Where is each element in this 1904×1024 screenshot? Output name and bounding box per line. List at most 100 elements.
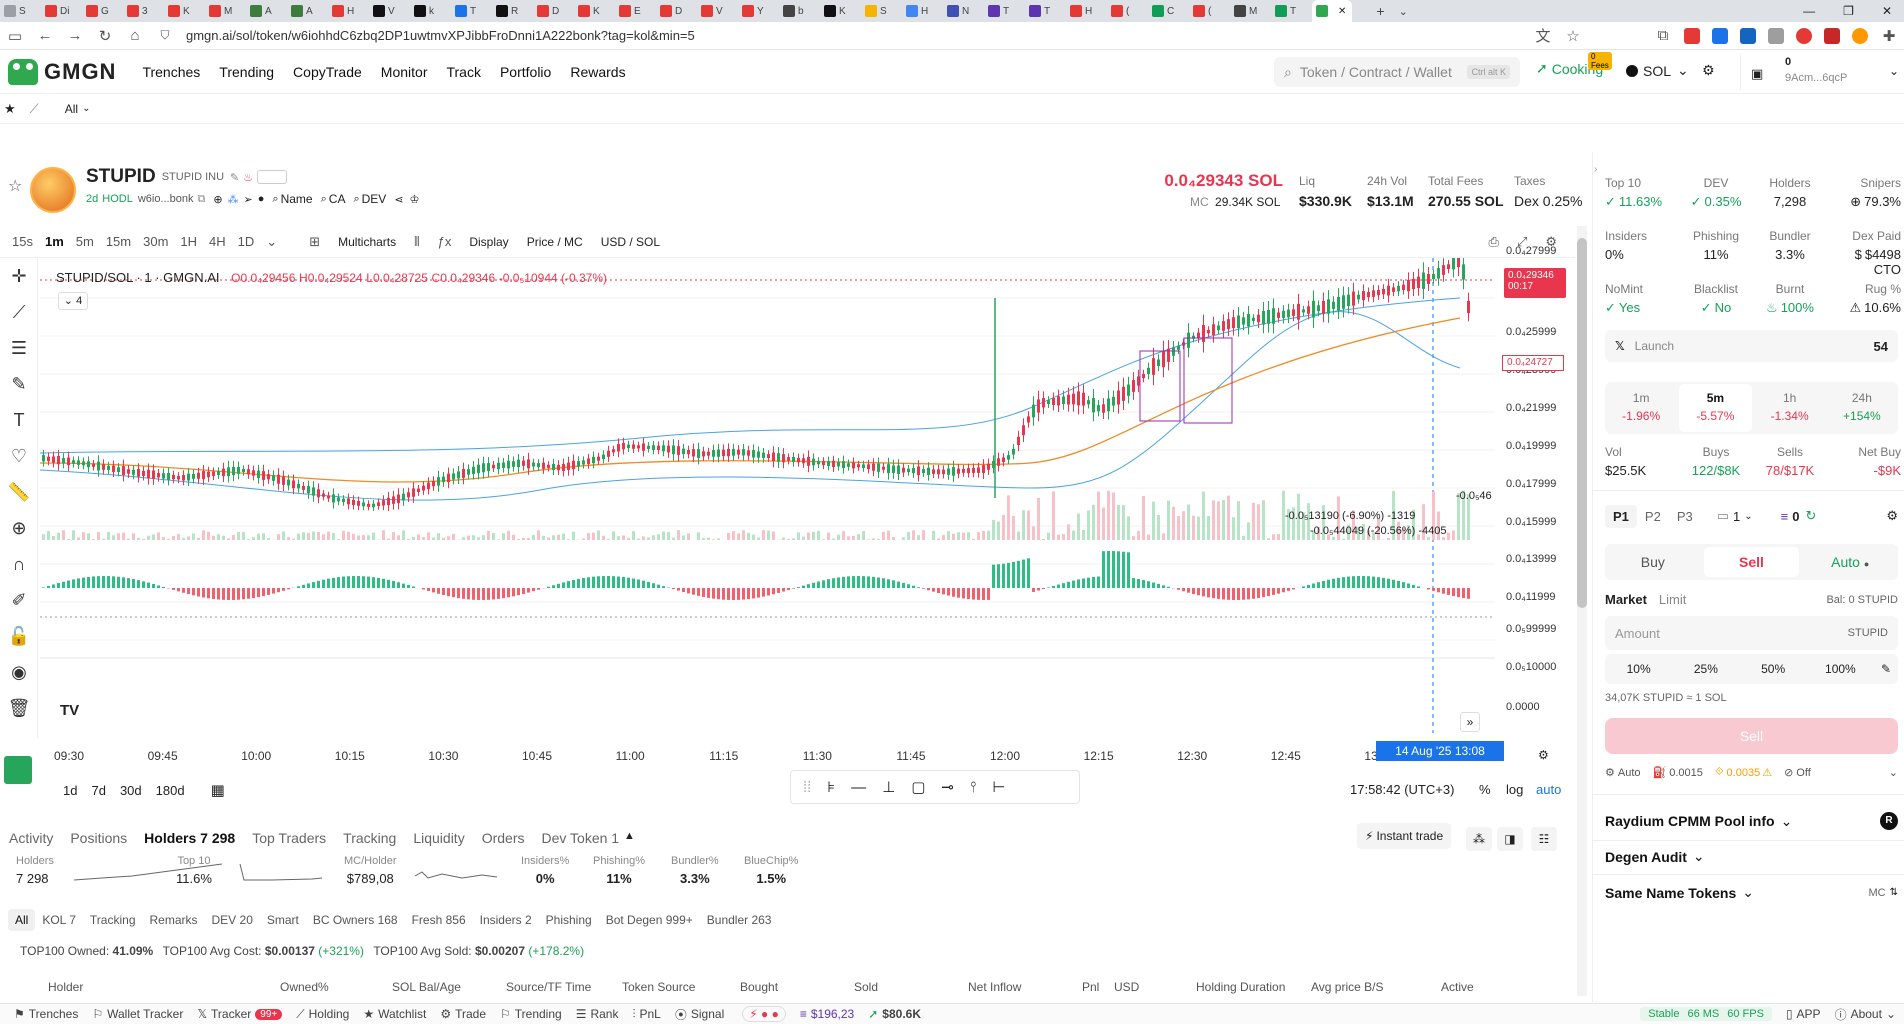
interval-15s[interactable]: 15s xyxy=(12,234,33,249)
sell-submit-button[interactable]: Sell xyxy=(1605,718,1898,754)
layout-icon[interactable]: ◨ xyxy=(1497,827,1523,851)
trade-settings-icon[interactable]: ⚙ xyxy=(1886,508,1898,523)
filter-chip[interactable]: Remarks xyxy=(149,913,198,927)
browser-tab[interactable]: T xyxy=(1271,0,1312,22)
search-input[interactable]: ⌕ Token / Contract / Wallet Ctrl alt K xyxy=(1274,57,1520,87)
edit-icon[interactable]: ✎ xyxy=(230,171,240,184)
sell-tab[interactable]: Sell xyxy=(1703,547,1800,577)
drag-handle-icon[interactable]: ⁞⁞ xyxy=(803,778,812,796)
ext-icon[interactable] xyxy=(1712,27,1728,44)
share-icon[interactable]: ⋖ xyxy=(394,193,404,206)
display-button[interactable]: Display xyxy=(469,234,509,249)
camera-icon[interactable]: ⎙ xyxy=(1488,233,1499,249)
minimize-icon[interactable]: — xyxy=(1803,4,1816,18)
ext-icon[interactable] xyxy=(1852,27,1868,44)
range-icon[interactable]: ⊢ xyxy=(992,779,1006,796)
text-icon[interactable]: T xyxy=(13,409,25,430)
browser-tab[interactable]: S xyxy=(0,0,41,22)
multicharts-button[interactable]: Multicharts xyxy=(338,234,397,249)
wallet-button[interactable]: ▣ 0 9Acm...6qcP ⌄ xyxy=(1740,54,1904,90)
browser-tab[interactable]: A xyxy=(287,0,328,22)
column-header[interactable]: Pnl xyxy=(1082,980,1100,994)
settings-gear-icon[interactable]: ⚙ xyxy=(1702,62,1715,78)
browser-tab[interactable]: ( xyxy=(1107,0,1148,22)
slippage-auto[interactable]: Auto xyxy=(1617,766,1641,779)
trendline-icon[interactable]: ⟋ xyxy=(12,301,26,322)
candle-type-icon[interactable]: ⫴ xyxy=(414,233,420,249)
browser-tab[interactable]: 3 xyxy=(123,0,164,22)
panel-collapse-icon[interactable]: › xyxy=(1594,164,1598,175)
footer-wallet-tracker[interactable]: ⚐ Wallet Tracker xyxy=(92,1007,183,1021)
telegram-icon[interactable]: ➢ xyxy=(243,193,253,206)
interval-4H[interactable]: 4H xyxy=(209,234,226,249)
browser-tab[interactable]: K xyxy=(164,0,205,22)
tab-positions[interactable]: Positions xyxy=(70,829,128,846)
browser-tab[interactable]: K xyxy=(820,0,861,22)
footer-tracker[interactable]: 𝕏 Tracker 99+ xyxy=(197,1007,283,1021)
tab-holders[interactable]: Holders 7 298 xyxy=(144,829,236,846)
column-header[interactable]: Active xyxy=(1441,980,1474,994)
calendar-icon[interactable]: ▦ xyxy=(210,782,225,799)
nav-monitor[interactable]: Monitor xyxy=(380,63,428,80)
h-line-icon[interactable]: ⊸ xyxy=(941,779,954,796)
column-header[interactable]: Bought xyxy=(740,980,779,994)
chart-settings-icon[interactable]: ⚙ xyxy=(1545,233,1557,249)
ruler-icon[interactable]: 📏 xyxy=(7,481,31,502)
browser-tab[interactable]: D xyxy=(533,0,574,22)
about-link[interactable]: ⓘ About ⌄ xyxy=(1835,1006,1896,1023)
wallet-count[interactable]: 1 xyxy=(1733,508,1741,524)
translate-icon[interactable]: 文 xyxy=(1535,28,1551,45)
browser-tab[interactable]: H xyxy=(902,0,943,22)
browser-tab[interactable] xyxy=(1312,0,1352,22)
back-icon[interactable]: ← xyxy=(37,27,53,44)
portfolio-balance[interactable]: ➚ $80.6K xyxy=(868,1007,921,1021)
auto-tab[interactable]: Auto ● xyxy=(1802,544,1898,580)
globe-icon[interactable]: ⊕ xyxy=(213,193,223,206)
browser-tab[interactable]: V xyxy=(369,0,410,22)
trash-icon[interactable]: 🗑 xyxy=(7,697,31,718)
v-line-icon[interactable]: ⫯ xyxy=(970,778,977,796)
auto-toggle[interactable]: auto xyxy=(1536,782,1562,797)
filter-chip[interactable]: DEV 20 xyxy=(211,913,253,927)
price-chart[interactable] xyxy=(40,258,1552,733)
browser-tab[interactable]: Y xyxy=(738,0,779,22)
timeframe-1h[interactable]: 1h -1.34% xyxy=(1754,382,1826,434)
line-icon[interactable]: — xyxy=(851,778,867,796)
chain-selector[interactable]: SOL ⌄ xyxy=(1626,62,1689,79)
sort-icon[interactable]: ⇅ xyxy=(1889,887,1898,898)
tab-liquidity[interactable]: Liquidity xyxy=(413,829,465,846)
forward-icon[interactable]: → xyxy=(67,27,83,44)
preset-p2[interactable]: P2 xyxy=(1644,508,1661,524)
usd-sol-toggle[interactable]: USD / SOL xyxy=(600,234,661,249)
browser-tab[interactable]: C xyxy=(1148,0,1189,22)
zoom-icon[interactable]: ⊕ xyxy=(11,517,27,538)
chart-line-icon[interactable]: ⟋ xyxy=(29,100,39,116)
name-search-link[interactable]: Name xyxy=(280,192,313,206)
range-180d[interactable]: 180d xyxy=(155,782,185,798)
filter-chip[interactable]: Phishing xyxy=(545,913,592,927)
bookmark-star-icon[interactable]: ☆ xyxy=(1566,27,1580,45)
nav-portfolio[interactable]: Portfolio xyxy=(499,63,552,80)
filter-chip[interactable]: Tracking xyxy=(89,913,136,927)
tab-orders[interactable]: Orders xyxy=(481,829,525,846)
browser-tab[interactable]: b xyxy=(779,0,820,22)
interval-15m[interactable]: 15m xyxy=(105,234,132,249)
browser-tab[interactable]: k xyxy=(410,0,451,22)
site-info-icon[interactable]: ⛉ xyxy=(160,28,170,42)
reload-icon[interactable]: ↻ xyxy=(98,27,112,45)
range-30d[interactable]: 30d xyxy=(119,782,142,798)
amount-input[interactable]: Amount STUPID xyxy=(1605,616,1898,650)
limit-tab[interactable]: Limit xyxy=(1658,592,1687,607)
column-header[interactable]: Holder xyxy=(48,980,84,994)
filter-chip[interactable]: BC Owners 168 xyxy=(312,913,398,927)
browser-tab[interactable]: Di xyxy=(41,0,82,22)
quick-trade-pill[interactable]: ⚡ ● ● xyxy=(742,1006,786,1022)
close-window-icon[interactable]: ✕ xyxy=(1881,4,1892,18)
ca-search-link[interactable]: CA xyxy=(328,192,346,206)
browser-tab[interactable]: T xyxy=(1025,0,1066,22)
indicators-icon[interactable]: ƒx xyxy=(437,234,452,249)
filter-chip[interactable]: Fresh 856 xyxy=(411,913,466,927)
lock-icon[interactable]: 🔓 xyxy=(7,625,31,646)
app-link[interactable]: ▯ APP xyxy=(1786,1007,1821,1021)
nav-copytrade[interactable]: CopyTrade xyxy=(293,63,362,80)
